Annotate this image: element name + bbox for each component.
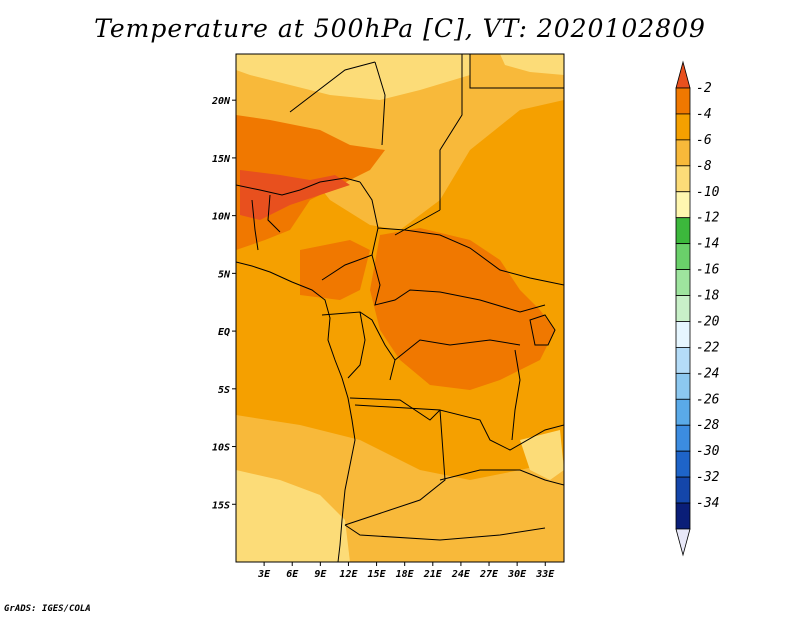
- colorbar-swatch: [675, 87, 691, 115]
- colorbar-swatch: [675, 450, 691, 478]
- colorbar-label: -26: [696, 392, 720, 407]
- colorbar-swatch: [675, 424, 691, 452]
- colorbar-label: -28: [696, 418, 720, 433]
- border-southern: [344, 469, 564, 541]
- map-frame: [235, 53, 565, 563]
- border-sahara-lines: [289, 54, 564, 236]
- lon-tick-label: 12E: [339, 569, 358, 580]
- lon-tick-label: 9E: [314, 569, 327, 580]
- lat-tick-label: 10S: [212, 443, 230, 454]
- lon-tick-label: 3E: [257, 569, 271, 580]
- coastline: [236, 261, 356, 562]
- colorbar-swatch: [675, 191, 691, 219]
- field-north-pale: [236, 54, 470, 100]
- colorbar-label: -14: [696, 237, 719, 252]
- lat-tick-label: 20N: [211, 96, 231, 107]
- colorbar-swatch: [675, 113, 691, 141]
- lon-tick-label: 21E: [423, 569, 443, 580]
- colorbar-label: -22: [696, 340, 720, 355]
- lon-tick-label: 30E: [507, 569, 527, 580]
- lat-tick-label: EQ: [218, 327, 230, 338]
- grads-credit: GrADS: IGES/COLA: [4, 604, 91, 614]
- field-north-light: [236, 54, 564, 230]
- lon-tick-label: 18E: [396, 569, 415, 580]
- colorbar-swatch: [675, 217, 691, 245]
- colorbar-label: -18: [696, 289, 720, 304]
- border-gabon-congo: [321, 311, 396, 381]
- colorbar-label: -4: [696, 107, 712, 122]
- colorbar-label: -10: [696, 185, 720, 200]
- lon-tick-label: 33E: [535, 569, 555, 580]
- lat-tick-label: 10N: [212, 212, 231, 223]
- lon-tick-label: 15E: [368, 569, 387, 580]
- colorbar-swatch: [675, 321, 691, 348]
- field-central-warm: [370, 228, 555, 390]
- colorbar-label: -24: [696, 366, 719, 381]
- border-cameroon-car: [321, 254, 546, 313]
- colorbar-label: -32: [696, 470, 720, 485]
- colorbar: -2 -4 -6 -8 -10 -12 -14 -16 -18 -20 -22 -24 -26 -28 -3…: [675, 60, 720, 557]
- colorbar-swatch: [675, 476, 691, 504]
- border-west-africa: [236, 177, 361, 251]
- colorbar-swatch: [675, 269, 691, 296]
- colorbar-label: -2: [696, 81, 712, 96]
- border-angola: [344, 404, 446, 526]
- field-west-warm: [300, 240, 370, 300]
- colorbar-swatch: [675, 295, 691, 322]
- colorbar-swatch: [675, 243, 691, 270]
- field-northeast-pale: [500, 54, 564, 75]
- colorbar-swatch: [675, 398, 691, 426]
- chart-title: Temperature at 500hPa [C], VT: 202010280…: [94, 14, 706, 43]
- colorbar-swatch: [675, 139, 691, 167]
- lat-tick-label: 5N: [218, 269, 231, 280]
- colorbar-swatch: [675, 372, 691, 400]
- colorbar-label: -6: [696, 133, 712, 148]
- colorbar-swatch: [675, 165, 691, 193]
- colorbar-label: -12: [696, 211, 720, 226]
- lakes-east: [511, 314, 556, 441]
- lat-tick-label: 15S: [212, 500, 230, 511]
- lon-tick-label: 24E: [451, 569, 471, 580]
- colorbar-label: -8: [696, 159, 712, 174]
- latitude-axis: 20N 15N 10N 5N EQ 5S 10S 15S: [211, 96, 236, 511]
- longitude-axis: 3E 6E 9E 12E 15E 18E 21E 24E 27E 30E 33E: [257, 562, 555, 580]
- border-drc: [349, 339, 564, 451]
- lon-tick-label: 27E: [479, 569, 499, 580]
- field-hotspot: [240, 170, 350, 220]
- boundaries: [236, 54, 564, 562]
- border-nigeria-chad: [359, 181, 564, 286]
- lon-tick-label: 6E: [286, 569, 299, 580]
- colorbar-bottom-arrow: [675, 528, 691, 557]
- colorbar-label: -30: [696, 444, 720, 459]
- colorbar-swatch: [675, 347, 691, 374]
- colorbar-label: -20: [696, 314, 720, 329]
- field-south-pale: [236, 470, 350, 562]
- lat-tick-label: 5S: [218, 385, 230, 396]
- field-southeast-pale: [520, 430, 564, 480]
- colorbar-label: -34: [696, 496, 719, 511]
- colorbar-swatch: [675, 502, 691, 530]
- temperature-field: [236, 54, 564, 562]
- colorbar-top-arrow: [675, 60, 691, 89]
- colorbar-label: -16: [696, 263, 720, 278]
- lat-tick-label: 15N: [212, 154, 231, 165]
